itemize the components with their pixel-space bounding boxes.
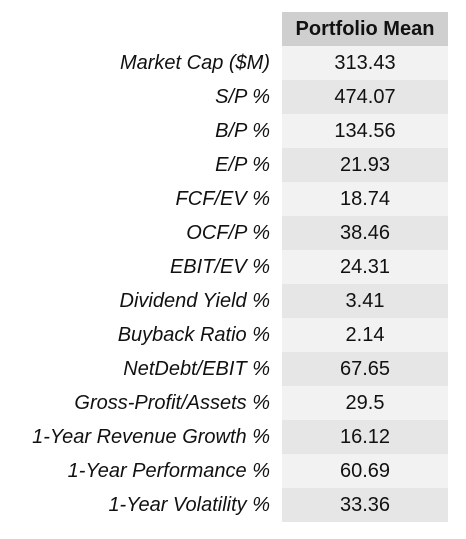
row-value: 67.65 bbox=[282, 352, 448, 386]
row-value: 313.43 bbox=[282, 46, 448, 80]
table-row: EBIT/EV % 24.31 bbox=[0, 250, 448, 284]
row-label: 1-Year Volatility % bbox=[108, 494, 270, 516]
table-row: 1-Year Performance % 60.69 bbox=[0, 454, 448, 488]
row-value: 134.56 bbox=[282, 114, 448, 148]
row-label: EBIT/EV % bbox=[169, 256, 270, 278]
table-row: NetDebt/EBIT % 67.65 bbox=[0, 352, 448, 386]
table-row: B/P % 134.56 bbox=[0, 114, 448, 148]
row-value: 33.36 bbox=[282, 488, 448, 522]
table-row: Market Cap ($M) 313.43 bbox=[0, 46, 448, 80]
row-label: E/P % bbox=[215, 154, 270, 176]
column-header-portfolio-mean: Portfolio Mean bbox=[282, 12, 448, 46]
row-label: 1-Year Revenue Growth % bbox=[32, 426, 270, 448]
table-row: Dividend Yield % 3.41 bbox=[0, 284, 448, 318]
table-row: E/P % 21.93 bbox=[0, 148, 448, 182]
table-row: Buyback Ratio % 2.14 bbox=[0, 318, 448, 352]
row-label: Dividend Yield % bbox=[119, 290, 270, 312]
row-value: 2.14 bbox=[282, 318, 448, 352]
row-value: 38.46 bbox=[282, 216, 448, 250]
row-value: 474.07 bbox=[282, 80, 448, 114]
table-row: Gross-Profit/Assets % 29.5 bbox=[0, 386, 448, 420]
table-row: FCF/EV % 18.74 bbox=[0, 182, 448, 216]
table-row: S/P % 474.07 bbox=[0, 80, 448, 114]
table-row: OCF/P % 38.46 bbox=[0, 216, 448, 250]
row-value: 16.12 bbox=[282, 420, 448, 454]
row-value: 18.74 bbox=[282, 182, 448, 216]
row-value: 60.69 bbox=[282, 454, 448, 488]
row-label: Buyback Ratio % bbox=[117, 324, 270, 346]
row-value: 29.5 bbox=[282, 386, 448, 420]
row-label: B/P % bbox=[215, 120, 270, 142]
row-label: Gross-Profit/Assets % bbox=[74, 392, 270, 414]
row-label: FCF/EV % bbox=[175, 188, 270, 210]
row-label: OCF/P % bbox=[186, 222, 270, 244]
table-row: 1-Year Volatility % 33.36 bbox=[0, 488, 448, 522]
row-value: 3.41 bbox=[282, 284, 448, 318]
row-label: NetDebt/EBIT % bbox=[123, 358, 270, 380]
row-label: 1-Year Performance % bbox=[67, 460, 270, 482]
row-value: 24.31 bbox=[282, 250, 448, 284]
row-label: Market Cap ($M) bbox=[119, 52, 270, 74]
row-value: 21.93 bbox=[282, 148, 448, 182]
table-row: 1-Year Revenue Growth % 16.12 bbox=[0, 420, 448, 454]
header-row: Portfolio Mean bbox=[0, 12, 448, 46]
row-label: S/P % bbox=[215, 86, 270, 108]
portfolio-metrics-table: Portfolio Mean Market Cap ($M) 313.43 S/… bbox=[0, 12, 448, 522]
header-corner-cell bbox=[0, 12, 282, 46]
